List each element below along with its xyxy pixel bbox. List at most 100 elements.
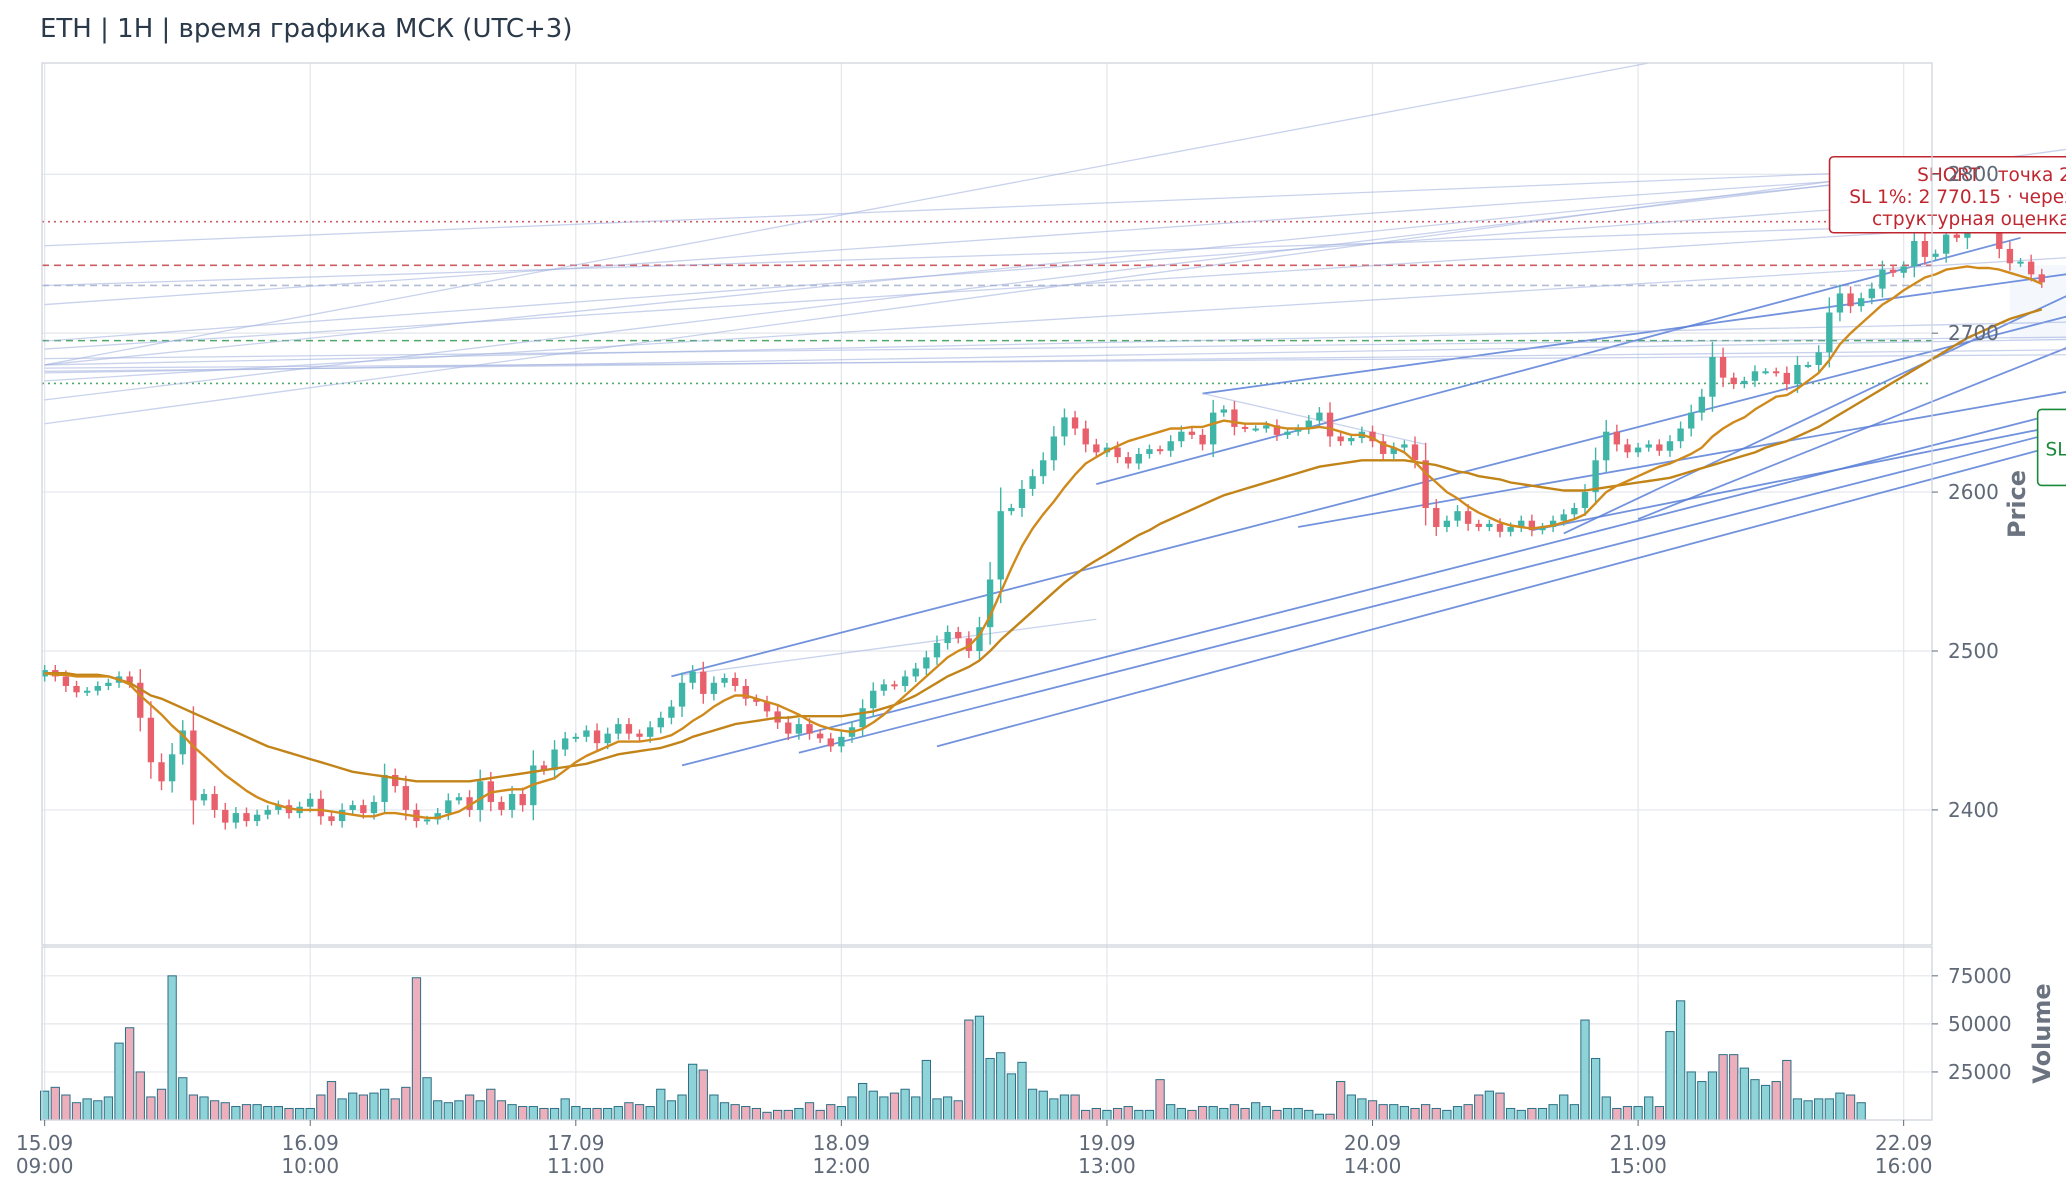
candle-body <box>880 684 888 691</box>
volume-bar <box>1027 1088 1038 1121</box>
volume-bar <box>1357 1098 1367 1121</box>
volume-bar <box>815 1109 825 1121</box>
volume-bar <box>783 1109 793 1121</box>
candle <box>508 786 516 818</box>
candle-body <box>731 678 739 686</box>
candle <box>1082 420 1089 453</box>
volume-bar <box>1633 1106 1643 1121</box>
candle <box>1146 444 1153 459</box>
volume-bar <box>857 1082 868 1121</box>
candle-body <box>1273 425 1281 435</box>
volume-bar <box>454 1100 464 1121</box>
candle-body <box>1093 444 1100 453</box>
volume-bar <box>263 1106 273 1121</box>
candle <box>1911 230 1918 278</box>
candle-body <box>1443 520 1451 528</box>
candle-body <box>1135 453 1143 464</box>
candle-body <box>1061 417 1068 437</box>
candle <box>168 743 176 793</box>
trend-line <box>44 221 2066 350</box>
candle-body <box>1050 436 1058 461</box>
candle <box>1900 261 1907 278</box>
candle <box>1571 502 1578 520</box>
candle-body <box>540 765 548 771</box>
candle-body <box>646 727 654 737</box>
candle-body <box>561 738 569 750</box>
candle <box>593 723 601 751</box>
candle-body <box>1624 444 1631 453</box>
candle <box>901 670 909 693</box>
candle-body <box>1868 288 1875 299</box>
candle <box>1071 410 1079 436</box>
candle <box>1794 356 1801 393</box>
candle <box>816 729 824 744</box>
candle <box>1698 388 1706 421</box>
candle <box>1273 419 1281 441</box>
candle <box>1305 415 1312 435</box>
candle <box>1677 421 1684 449</box>
volume-bar <box>496 1100 507 1121</box>
candle <box>1443 515 1451 533</box>
volume-bar <box>741 1106 751 1121</box>
volume-bar <box>156 1088 167 1121</box>
volume-bar <box>401 1086 411 1121</box>
candle <box>1528 514 1536 537</box>
candle <box>923 650 930 675</box>
candle-body <box>1433 507 1440 528</box>
moving-averages <box>44 265 2043 820</box>
candle-body <box>1464 511 1472 524</box>
candle-body <box>1231 409 1238 427</box>
candle-body <box>583 730 590 737</box>
candle <box>275 800 282 815</box>
volume-bar <box>996 1052 1006 1121</box>
candle <box>1666 435 1674 457</box>
candle-body <box>710 682 718 694</box>
candle <box>1093 438 1100 458</box>
candle-body <box>2017 261 2024 264</box>
candle-body <box>1294 428 1302 432</box>
candle-body <box>1390 447 1397 454</box>
candle <box>700 661 707 704</box>
candle-body <box>2027 261 2035 275</box>
candle-body <box>1156 449 1164 452</box>
candle <box>1613 424 1621 452</box>
volume-bar <box>337 1098 347 1121</box>
candle-body <box>1794 364 1801 385</box>
trend-line <box>681 618 1097 676</box>
candle-body <box>1401 444 1408 448</box>
x-tick-label-date: 22.09 <box>1875 1131 1932 1155</box>
candle <box>1316 407 1323 427</box>
candle-body <box>572 736 579 739</box>
candle-body <box>1475 523 1482 528</box>
candle <box>41 664 48 682</box>
candle <box>1464 504 1472 531</box>
candle <box>561 731 569 757</box>
candle <box>753 694 760 706</box>
candle <box>1008 503 1015 516</box>
candle-body <box>1773 371 1780 374</box>
price-axis-label: Price <box>2003 470 2031 538</box>
volume-bar <box>953 1100 963 1121</box>
volume-bar <box>1197 1106 1208 1121</box>
volume-bar <box>1187 1109 1197 1121</box>
candle-body <box>126 676 133 683</box>
x-tick-label-date: 15.09 <box>16 1131 73 1155</box>
volume-bar <box>581 1107 592 1121</box>
candle <box>1125 452 1132 469</box>
candle <box>636 729 643 741</box>
candle-body <box>1560 514 1567 521</box>
volume-bar <box>1176 1107 1186 1121</box>
candle <box>827 732 834 752</box>
volume-bar <box>1590 1057 1601 1121</box>
volume-bar <box>1760 1084 1771 1121</box>
candle-body <box>1369 431 1376 442</box>
volume-bar <box>1495 1092 1505 1121</box>
candle <box>615 718 622 740</box>
volume-bar <box>1282 1107 1293 1121</box>
volume-bar <box>539 1107 549 1121</box>
candle-body <box>1709 357 1716 397</box>
volume-bar <box>167 975 177 1121</box>
volume-bar <box>1707 1071 1718 1121</box>
volume-bar <box>1622 1106 1633 1121</box>
